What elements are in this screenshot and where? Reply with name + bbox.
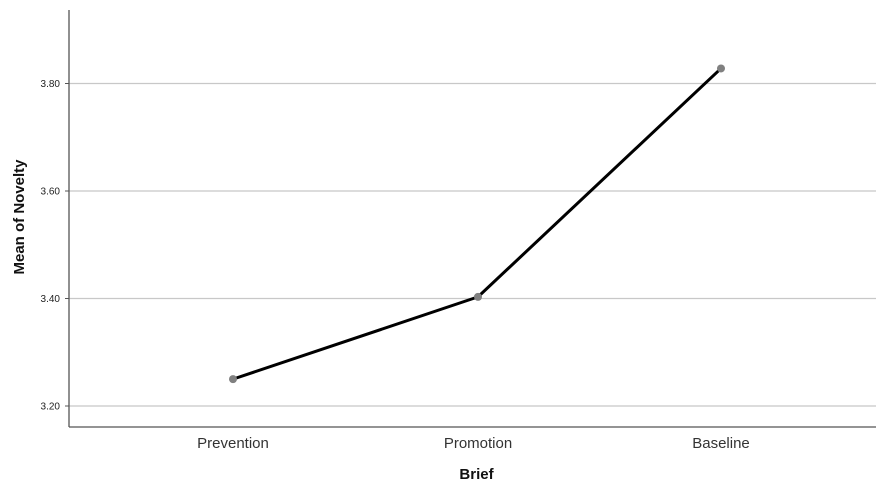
x-axis-title: Brief bbox=[459, 466, 494, 482]
series bbox=[229, 64, 725, 384]
series-line bbox=[231, 66, 723, 381]
axes bbox=[68, 10, 876, 428]
gridlines bbox=[65, 82, 876, 407]
y-tick-label: 3.80 bbox=[41, 79, 61, 90]
data-point bbox=[474, 292, 482, 301]
data-point bbox=[717, 64, 725, 73]
data-point bbox=[229, 375, 237, 384]
y-tick-labels: 3.20 3.40 3.60 3.80 bbox=[41, 79, 61, 413]
x-tick-label: Prevention bbox=[197, 435, 269, 452]
y-axis-title: Mean of Novelty bbox=[11, 159, 28, 275]
x-tick-labels: Prevention Promotion Baseline bbox=[197, 435, 750, 452]
x-tick-label: Promotion bbox=[444, 435, 512, 452]
y-tick-label: 3.20 bbox=[41, 402, 61, 413]
y-tick-label: 3.60 bbox=[41, 187, 61, 198]
y-tick-label: 3.40 bbox=[41, 294, 61, 305]
x-tick-label: Baseline bbox=[692, 435, 750, 452]
